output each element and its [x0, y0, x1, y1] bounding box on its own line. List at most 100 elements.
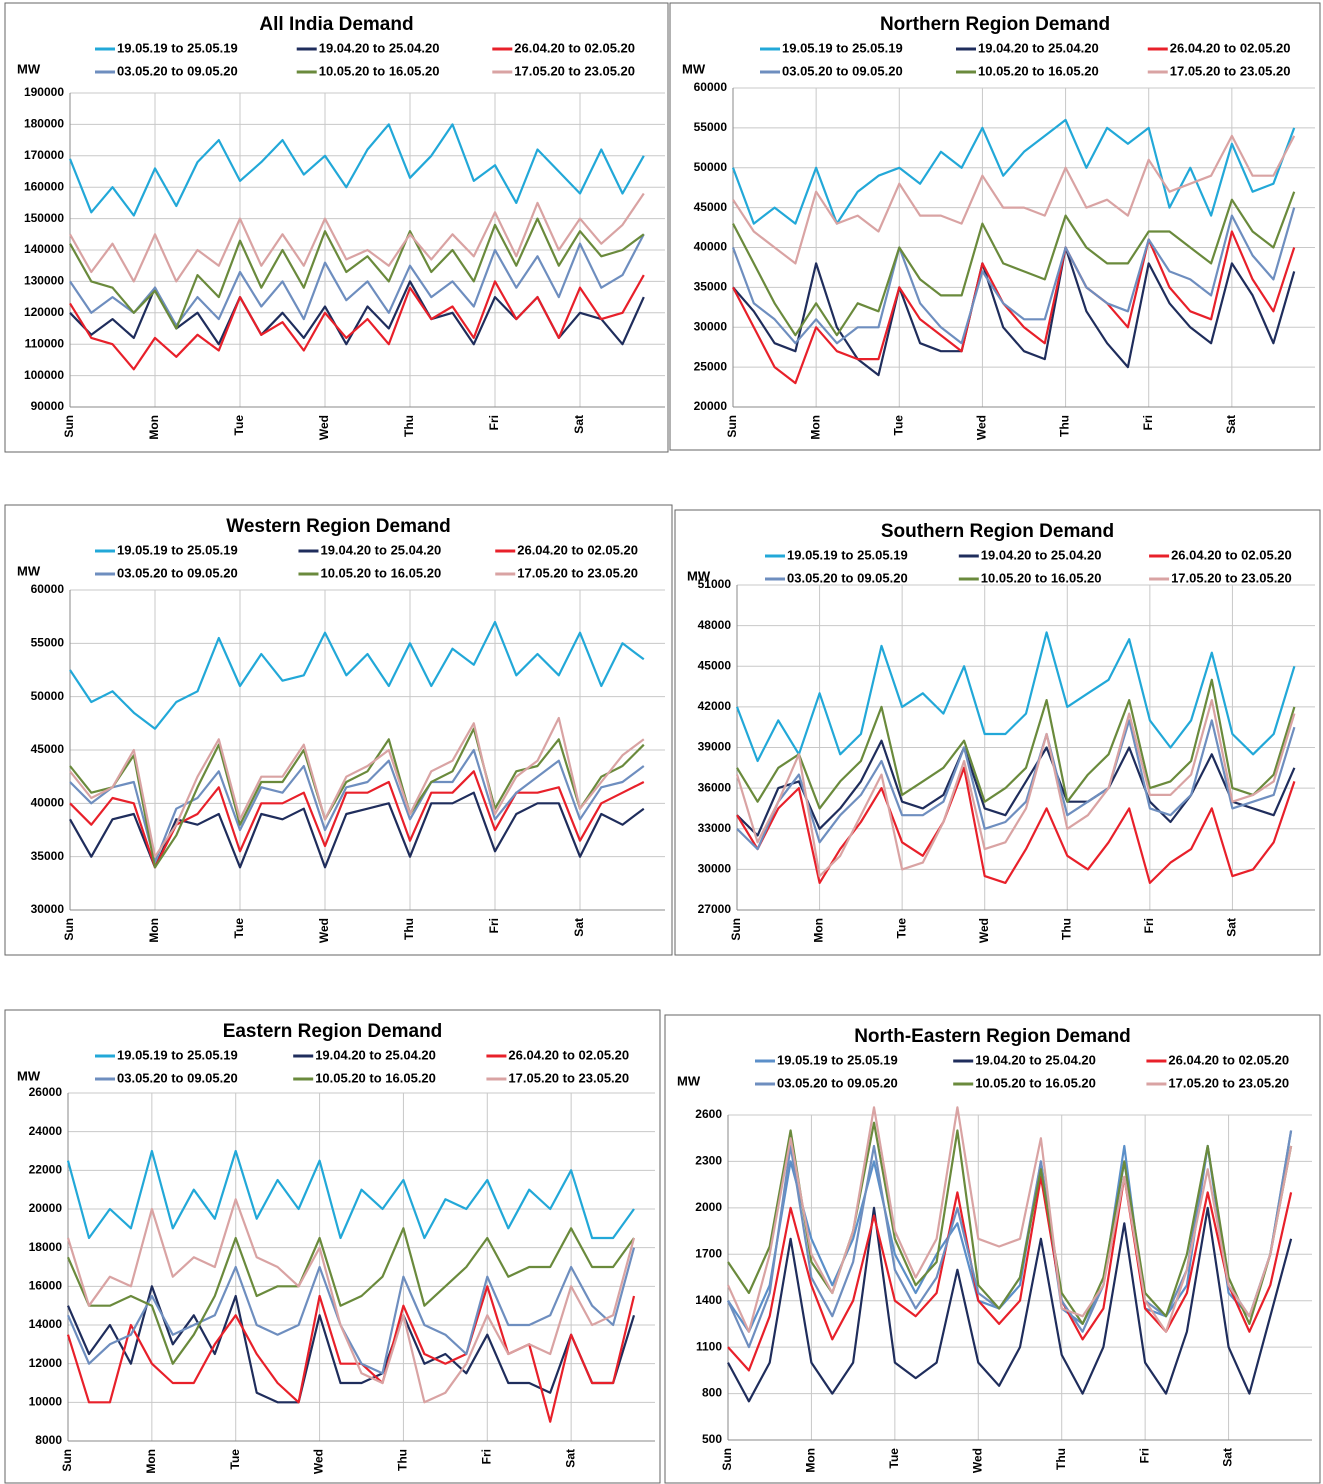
y-tick-label: 60000	[694, 80, 728, 94]
x-tick-label: Sun	[725, 415, 739, 438]
series-line	[735, 631, 1296, 763]
x-tick-label: Thu	[1058, 415, 1072, 437]
legend-label: 19.05.19 to 25.05.19	[117, 542, 238, 557]
legend-label: 03.05.20 to 09.05.20	[782, 63, 903, 78]
legend-label: 19.05.19 to 25.05.19	[117, 40, 238, 55]
y-tick-label: 48000	[698, 618, 732, 632]
chart-border	[4, 1009, 661, 1484]
legend-label: 19.05.19 to 25.05.19	[787, 547, 908, 562]
legend-label: 17.05.20 to 23.05.20	[1168, 1075, 1289, 1090]
y-tick-label: 36000	[698, 780, 732, 794]
y-tick-label: 40000	[31, 796, 65, 810]
chart-title: All India Demand	[259, 14, 413, 35]
x-tick-label: Thu	[1059, 918, 1073, 940]
legend-label: 17.05.20 to 23.05.20	[514, 63, 635, 78]
y-tick-label: 16000	[29, 1279, 63, 1293]
legend-label: 26.04.20 to 02.05.20	[1171, 547, 1292, 562]
x-tick-label: Sat	[572, 918, 586, 937]
legend-label: 17.05.20 to 23.05.20	[1170, 63, 1291, 78]
y-tick-label: 30000	[31, 902, 65, 916]
x-tick-label: Mon	[147, 415, 161, 440]
y-tick-label: 27000	[698, 902, 732, 916]
x-tick-label: Wed	[317, 415, 331, 440]
y-tick-label: 26000	[29, 1085, 63, 1099]
x-tick-label: Fri	[487, 415, 501, 430]
x-tick-label: Thu	[396, 1449, 410, 1471]
legend-label: 19.04.20 to 25.04.20	[320, 542, 441, 557]
x-tick-label: Fri	[487, 918, 501, 933]
series-line	[69, 727, 645, 869]
y-tick-label: 51000	[698, 577, 732, 591]
y-axis-label: MW	[682, 61, 706, 76]
legend-label: 17.05.20 to 23.05.20	[517, 565, 638, 580]
x-tick-label: Sun	[60, 1449, 74, 1472]
chart-border	[669, 2, 1321, 451]
legend-label: 19.04.20 to 25.04.20	[975, 1052, 1096, 1067]
series-line	[69, 233, 645, 327]
y-tick-label: 170000	[24, 148, 64, 162]
series-line	[66, 1198, 636, 1404]
x-tick-label: Sat	[572, 415, 586, 434]
y-tick-label: 42000	[698, 699, 732, 713]
x-tick-label: Mon	[808, 415, 822, 440]
legend-label: 10.05.20 to 16.05.20	[320, 565, 441, 580]
series-line	[727, 1175, 1293, 1372]
x-tick-label: Sat	[1224, 415, 1238, 434]
chart-border	[4, 2, 669, 453]
x-tick-label: Sun	[62, 415, 76, 438]
x-tick-label: Sun	[62, 918, 76, 941]
legend-label: 19.05.19 to 25.05.19	[777, 1052, 898, 1067]
x-tick-label: Sun	[729, 918, 743, 941]
series-line	[726, 1106, 1293, 1333]
chart-panel: All India Demand MW 90000 100000 110000 12000…	[4, 2, 669, 453]
series-line	[69, 791, 645, 869]
legend-label: 10.05.20 to 16.05.20	[978, 63, 1099, 78]
y-tick-label: 40000	[694, 240, 728, 254]
x-tick-label: Sat	[563, 1449, 577, 1468]
legend-label: 19.05.19 to 25.05.19	[782, 40, 903, 55]
x-tick-label: Wed	[977, 918, 991, 943]
series-line	[66, 1285, 636, 1423]
y-tick-label: 45000	[31, 742, 65, 756]
y-tick-label: 130000	[24, 274, 64, 288]
x-tick-label: Tue	[232, 918, 246, 939]
chart-title: North-Eastern Region Demand	[854, 1026, 1131, 1047]
y-tick-label: 60000	[31, 582, 65, 596]
x-tick-label: Mon	[147, 918, 161, 943]
x-tick-label: Thu	[402, 415, 416, 437]
y-tick-label: 1700	[695, 1246, 722, 1260]
legend-label: 03.05.20 to 09.05.20	[787, 570, 908, 585]
x-tick-label: Fri	[1142, 918, 1156, 933]
series-line	[69, 274, 645, 371]
series-line	[68, 123, 645, 217]
series-line	[66, 1149, 635, 1240]
x-tick-label: Thu	[1054, 1448, 1068, 1470]
x-tick-label: Tue	[887, 1448, 901, 1469]
y-tick-label: 25000	[694, 359, 728, 373]
legend-label: 03.05.20 to 09.05.20	[117, 63, 238, 78]
y-tick-label: 55000	[31, 636, 65, 650]
chart-title: Eastern Region Demand	[223, 1021, 443, 1042]
legend-label: 19.04.20 to 25.04.20	[981, 547, 1102, 562]
y-tick-label: 190000	[24, 85, 64, 99]
y-tick-label: 33000	[698, 821, 732, 835]
x-tick-label: Fri	[1137, 1448, 1151, 1463]
legend-label: 10.05.20 to 16.05.20	[981, 570, 1102, 585]
legend-label: 17.05.20 to 23.05.20	[508, 1070, 629, 1085]
y-tick-label: 1400	[695, 1293, 722, 1307]
series-line	[732, 230, 1296, 385]
y-tick-label: 18000	[29, 1240, 63, 1254]
y-tick-label: 140000	[24, 242, 64, 256]
series-line	[736, 739, 1296, 837]
y-tick-label: 10000	[29, 1395, 63, 1409]
y-axis-label: MW	[17, 563, 41, 578]
legend-label: 10.05.20 to 16.05.20	[315, 1070, 436, 1085]
y-tick-label: 2600	[695, 1107, 722, 1121]
y-tick-label: 30000	[698, 862, 732, 876]
x-tick-label: Wed	[317, 918, 331, 943]
x-tick-label: Sun	[720, 1448, 734, 1471]
x-tick-label: Tue	[228, 1449, 242, 1470]
series-line	[69, 620, 645, 730]
series-line	[732, 191, 1296, 337]
chart-panel: Eastern Region Demand MW 8000 10000 12000 140…	[4, 1009, 661, 1484]
